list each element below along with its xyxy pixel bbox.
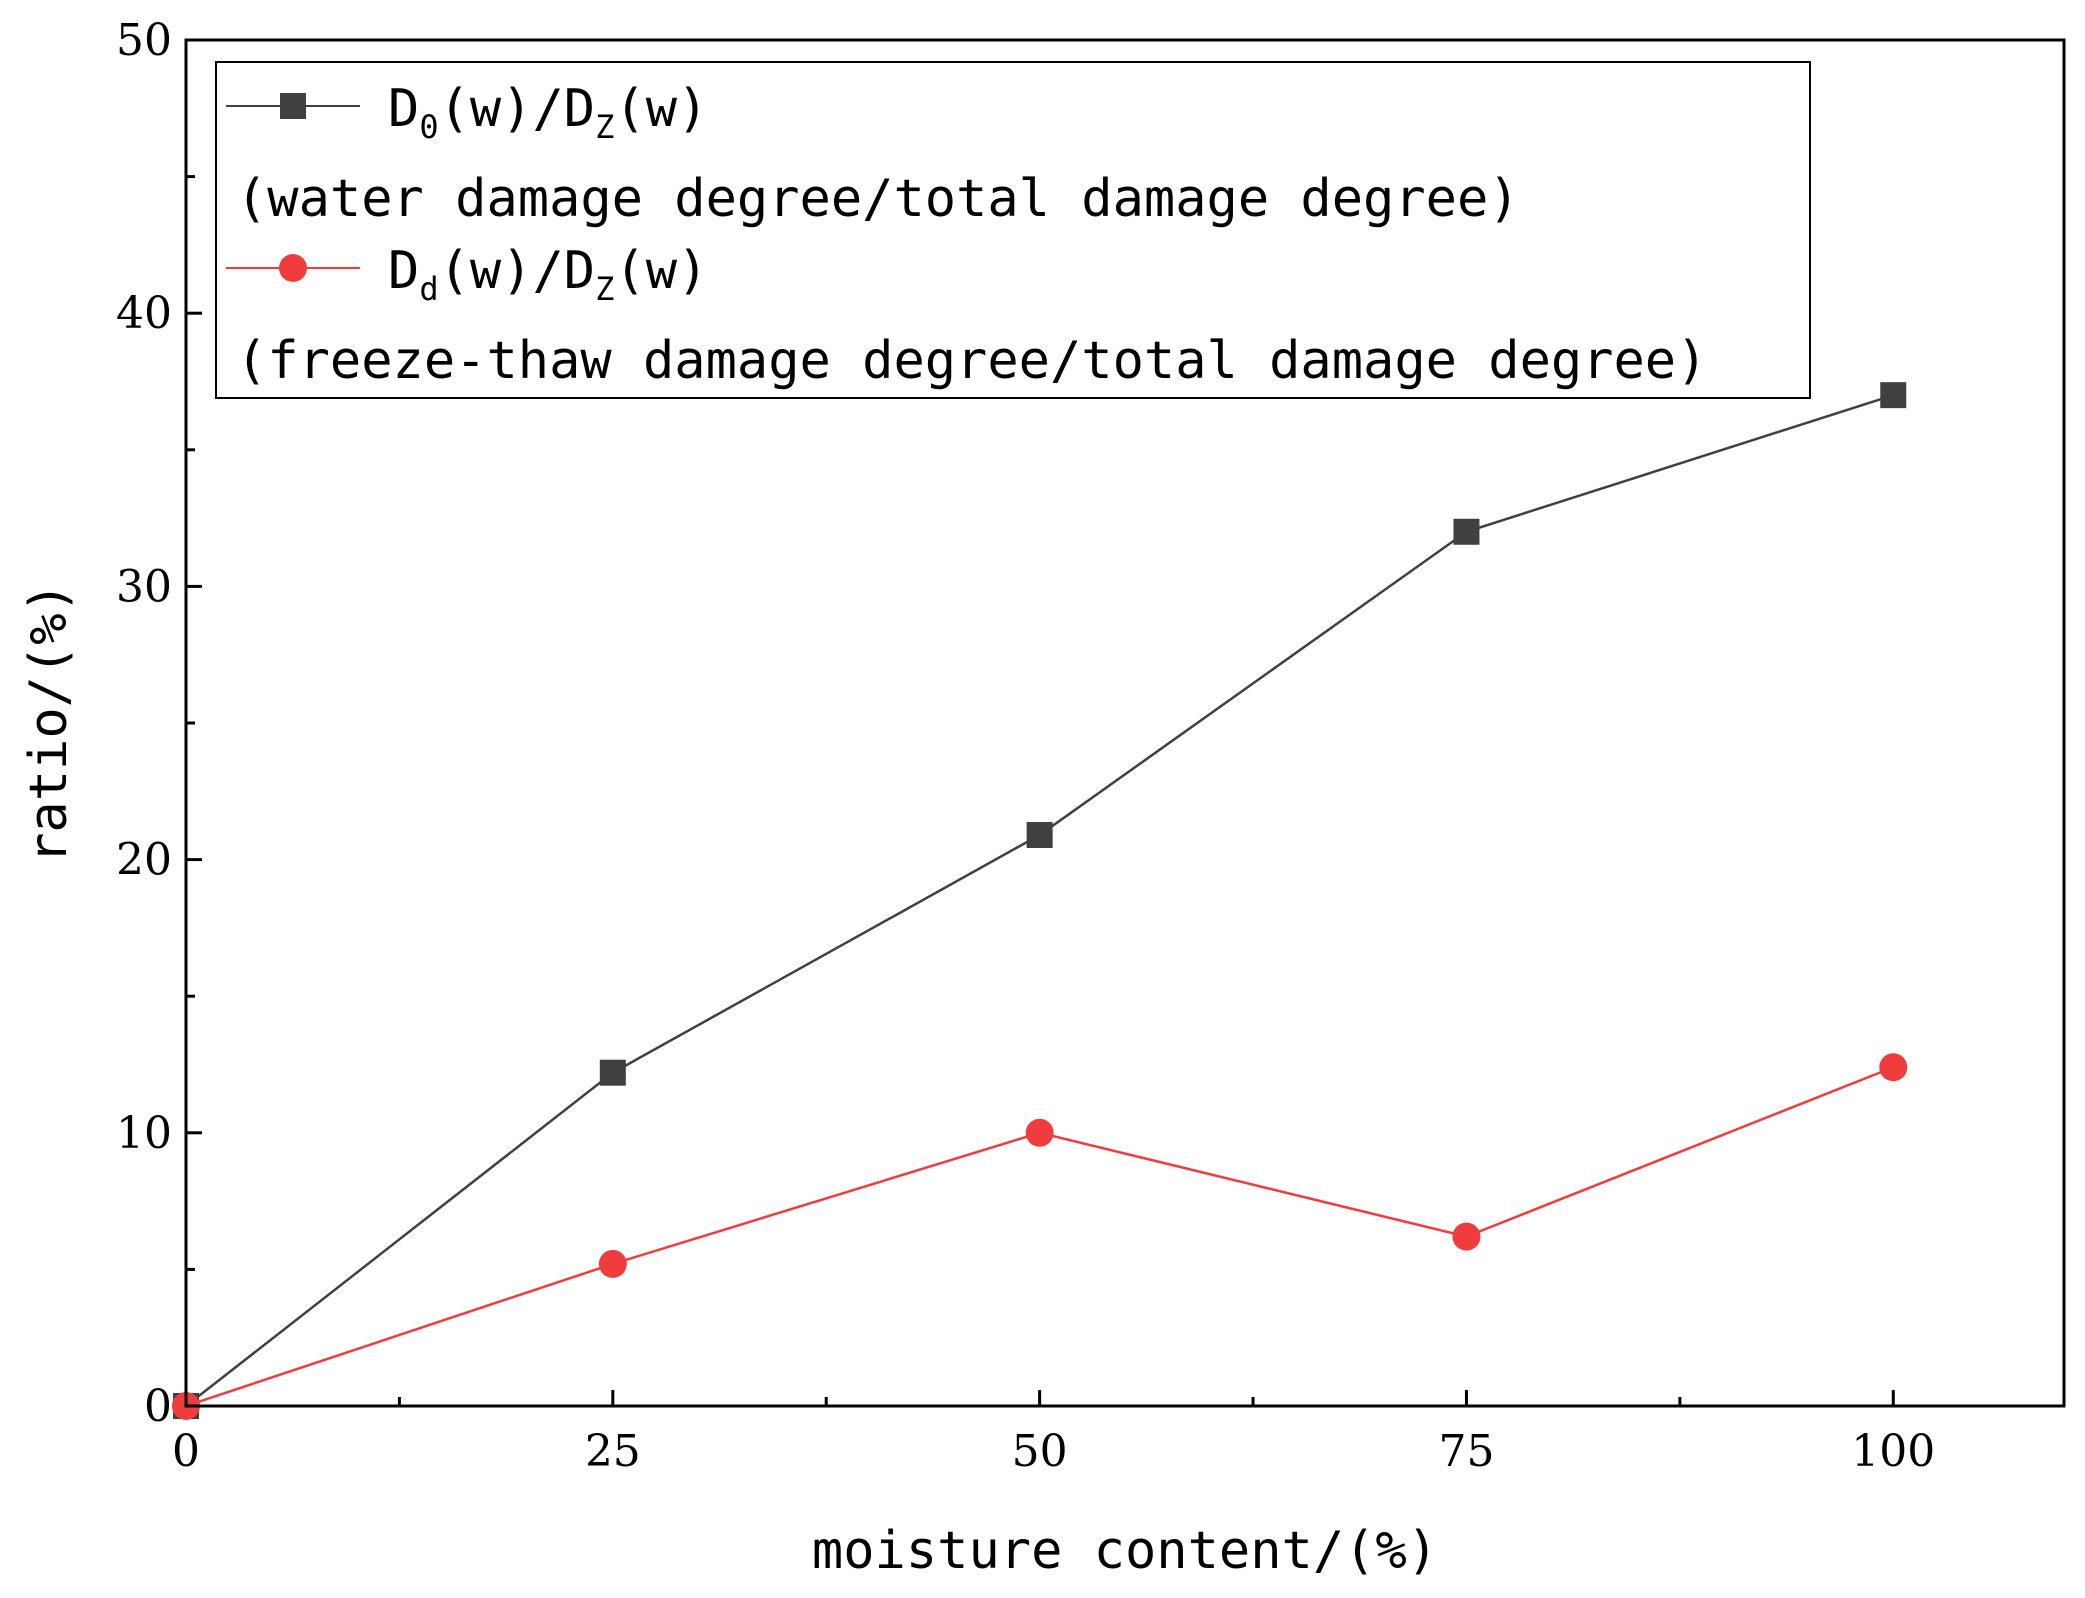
y-tick-label: 40 <box>116 288 172 339</box>
x-tick-label: 75 <box>1438 1426 1494 1477</box>
legend-marker-0 <box>280 93 306 119</box>
x-tick-label: 100 <box>1851 1426 1935 1477</box>
series-1-point <box>1452 1222 1481 1251</box>
y-tick-label: 20 <box>116 835 172 886</box>
series-0-point <box>1026 822 1053 849</box>
axes: 0 25 50 75 100 0 10 20 30 40 50 <box>116 15 1935 1477</box>
y-tick-label: 50 <box>116 15 172 66</box>
x-tick-label: 0 <box>172 1426 200 1477</box>
series-0-point <box>1880 382 1907 409</box>
legend: D0(w)/DZ(w) (water damage degree/total d… <box>215 61 1811 399</box>
legend-label-1: Dd(w)/DZ(w) <box>388 241 708 308</box>
legend-label-0: D0(w)/DZ(w) <box>388 79 708 146</box>
legend-description-1: (freeze-thaw damage degree/total damage … <box>236 331 1707 391</box>
x-axis-title: moisture content/(%) <box>812 1521 1438 1581</box>
y-tick-label: 30 <box>116 561 172 612</box>
y-axis-title: ratio/(%) <box>19 582 79 864</box>
legend-description-0: (water damage degree/total damage degree… <box>236 169 1520 229</box>
y-tick-label: 0 <box>144 1381 172 1432</box>
series-1-point <box>1025 1118 1054 1147</box>
x-tick-label: 50 <box>1012 1426 1068 1477</box>
legend-box <box>215 61 1811 399</box>
legend-marker-1 <box>279 254 307 282</box>
series-1-line <box>185 1066 1894 1408</box>
x-tick-label: 25 <box>585 1426 641 1477</box>
series-0-point <box>599 1059 626 1086</box>
series-1-point <box>1879 1053 1908 1082</box>
series-1-point <box>598 1249 627 1278</box>
series-0-line <box>185 393 1894 1407</box>
y-tick-label: 10 <box>116 1108 172 1159</box>
series-0-point <box>1453 518 1480 545</box>
plot-marks <box>172 382 1908 1420</box>
